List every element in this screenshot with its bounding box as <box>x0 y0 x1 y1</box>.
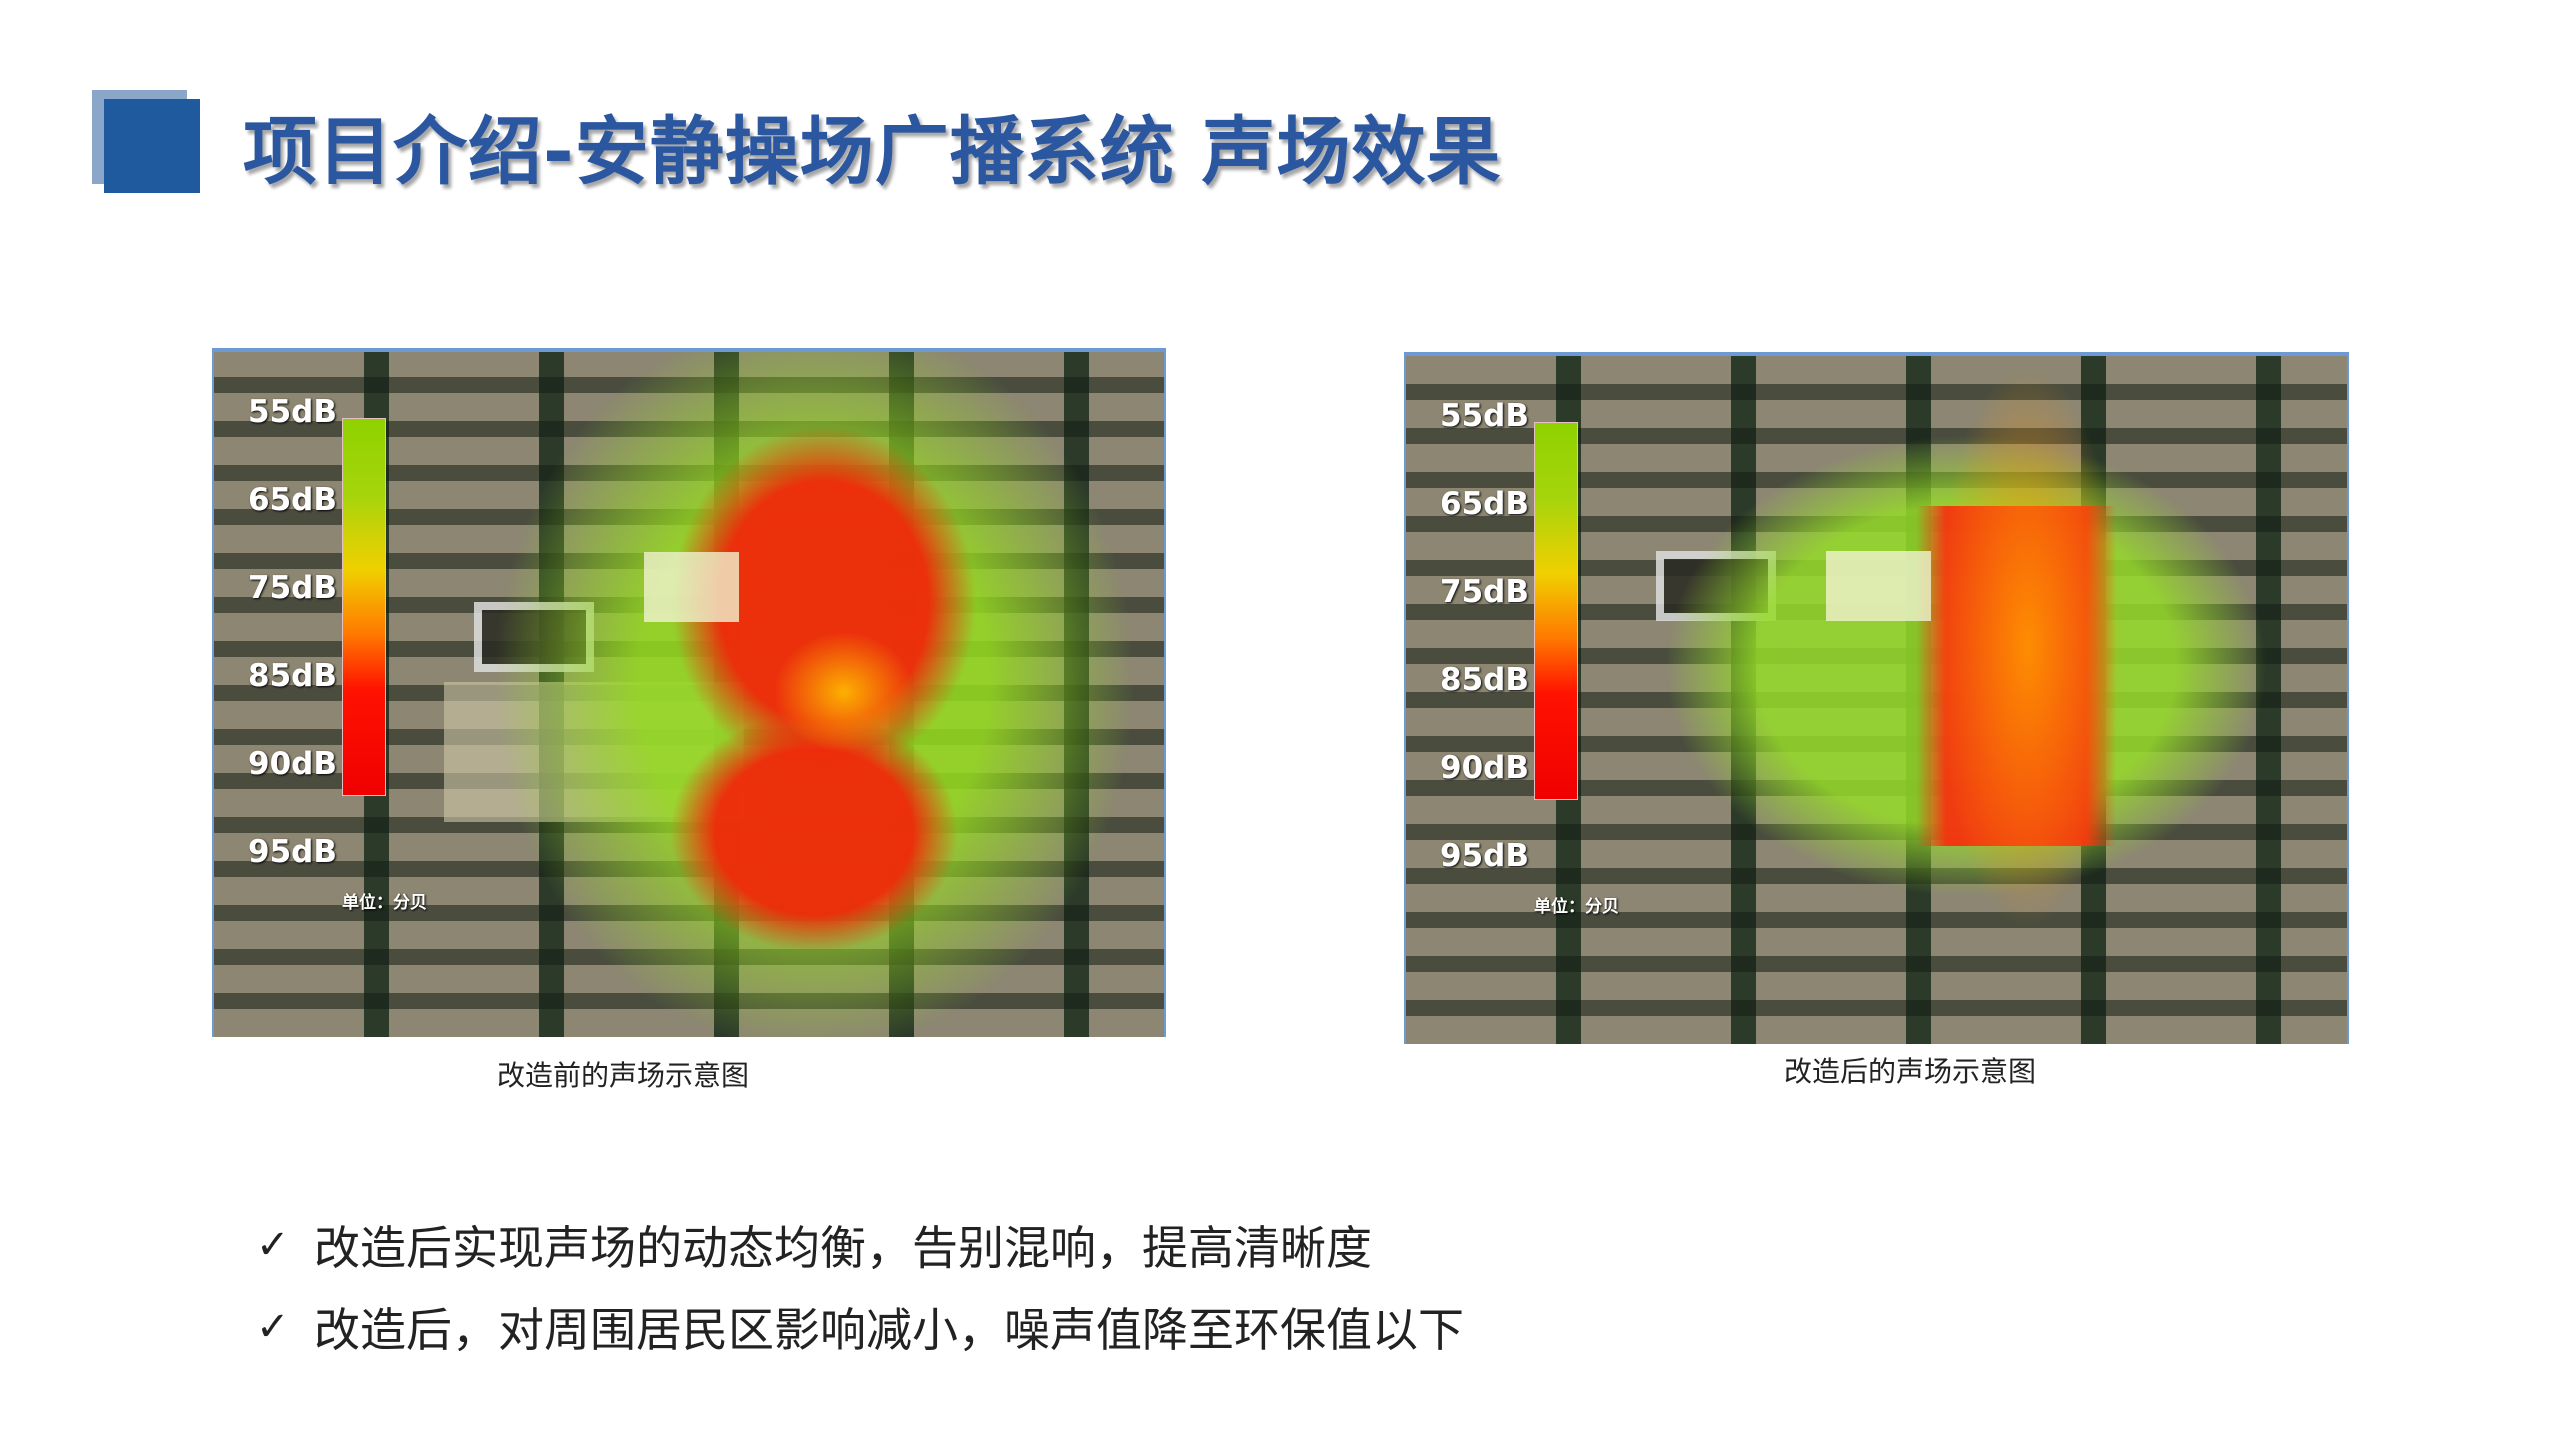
check-icon: ✓ <box>256 1304 290 1350</box>
scale-label: 95dB <box>1440 838 1529 874</box>
page-title: 项目介绍-安静操场广播系统 声场效果 <box>243 109 1502 195</box>
map-caption-after: 改造后的声场示意图 <box>1784 1055 2037 1088</box>
scale-label: 65dB <box>248 482 337 518</box>
bullet-item: ✓ 改造后，对周围居民区影响减小，噪声值降至环保值以下 <box>256 1294 1464 1360</box>
scale-label: 75dB <box>248 570 337 606</box>
check-icon: ✓ <box>256 1222 290 1268</box>
scale-label: 90dB <box>248 746 337 782</box>
bullet-item: ✓ 改造后实现声场的动态均衡，告别混响，提高清晰度 <box>256 1212 1372 1278</box>
scale-label: 65dB <box>1440 486 1529 522</box>
scale-label: 75dB <box>1440 574 1529 610</box>
color-scale-bar <box>1534 422 1578 800</box>
title-decoration <box>104 99 200 193</box>
scale-label: 85dB <box>1440 662 1529 698</box>
map-caption-before: 改造前的声场示意图 <box>497 1059 750 1092</box>
scale-label: 55dB <box>1440 398 1529 434</box>
scale-unit: 单位：分贝 <box>342 893 427 913</box>
scale-label: 90dB <box>1440 750 1529 786</box>
bullet-text: 改造后实现声场的动态均衡，告别混响，提高清晰度 <box>314 1221 1372 1275</box>
bullet-text: 改造后，对周围居民区影响减小，噪声值降至环保值以下 <box>314 1303 1464 1357</box>
scale-label: 55dB <box>248 394 337 430</box>
scale-unit: 单位：分贝 <box>1534 897 1619 917</box>
sound-field-map-after: 55dB 65dB 75dB 85dB 90dB 95dB 单位：分贝 <box>1404 352 2349 1044</box>
scale-label: 85dB <box>248 658 337 694</box>
scale-label: 95dB <box>248 834 337 870</box>
sound-field-map-before: 55dB 65dB 75dB 85dB 90dB 95dB 单位：分贝 <box>212 348 1166 1037</box>
color-scale-bar <box>342 418 386 796</box>
